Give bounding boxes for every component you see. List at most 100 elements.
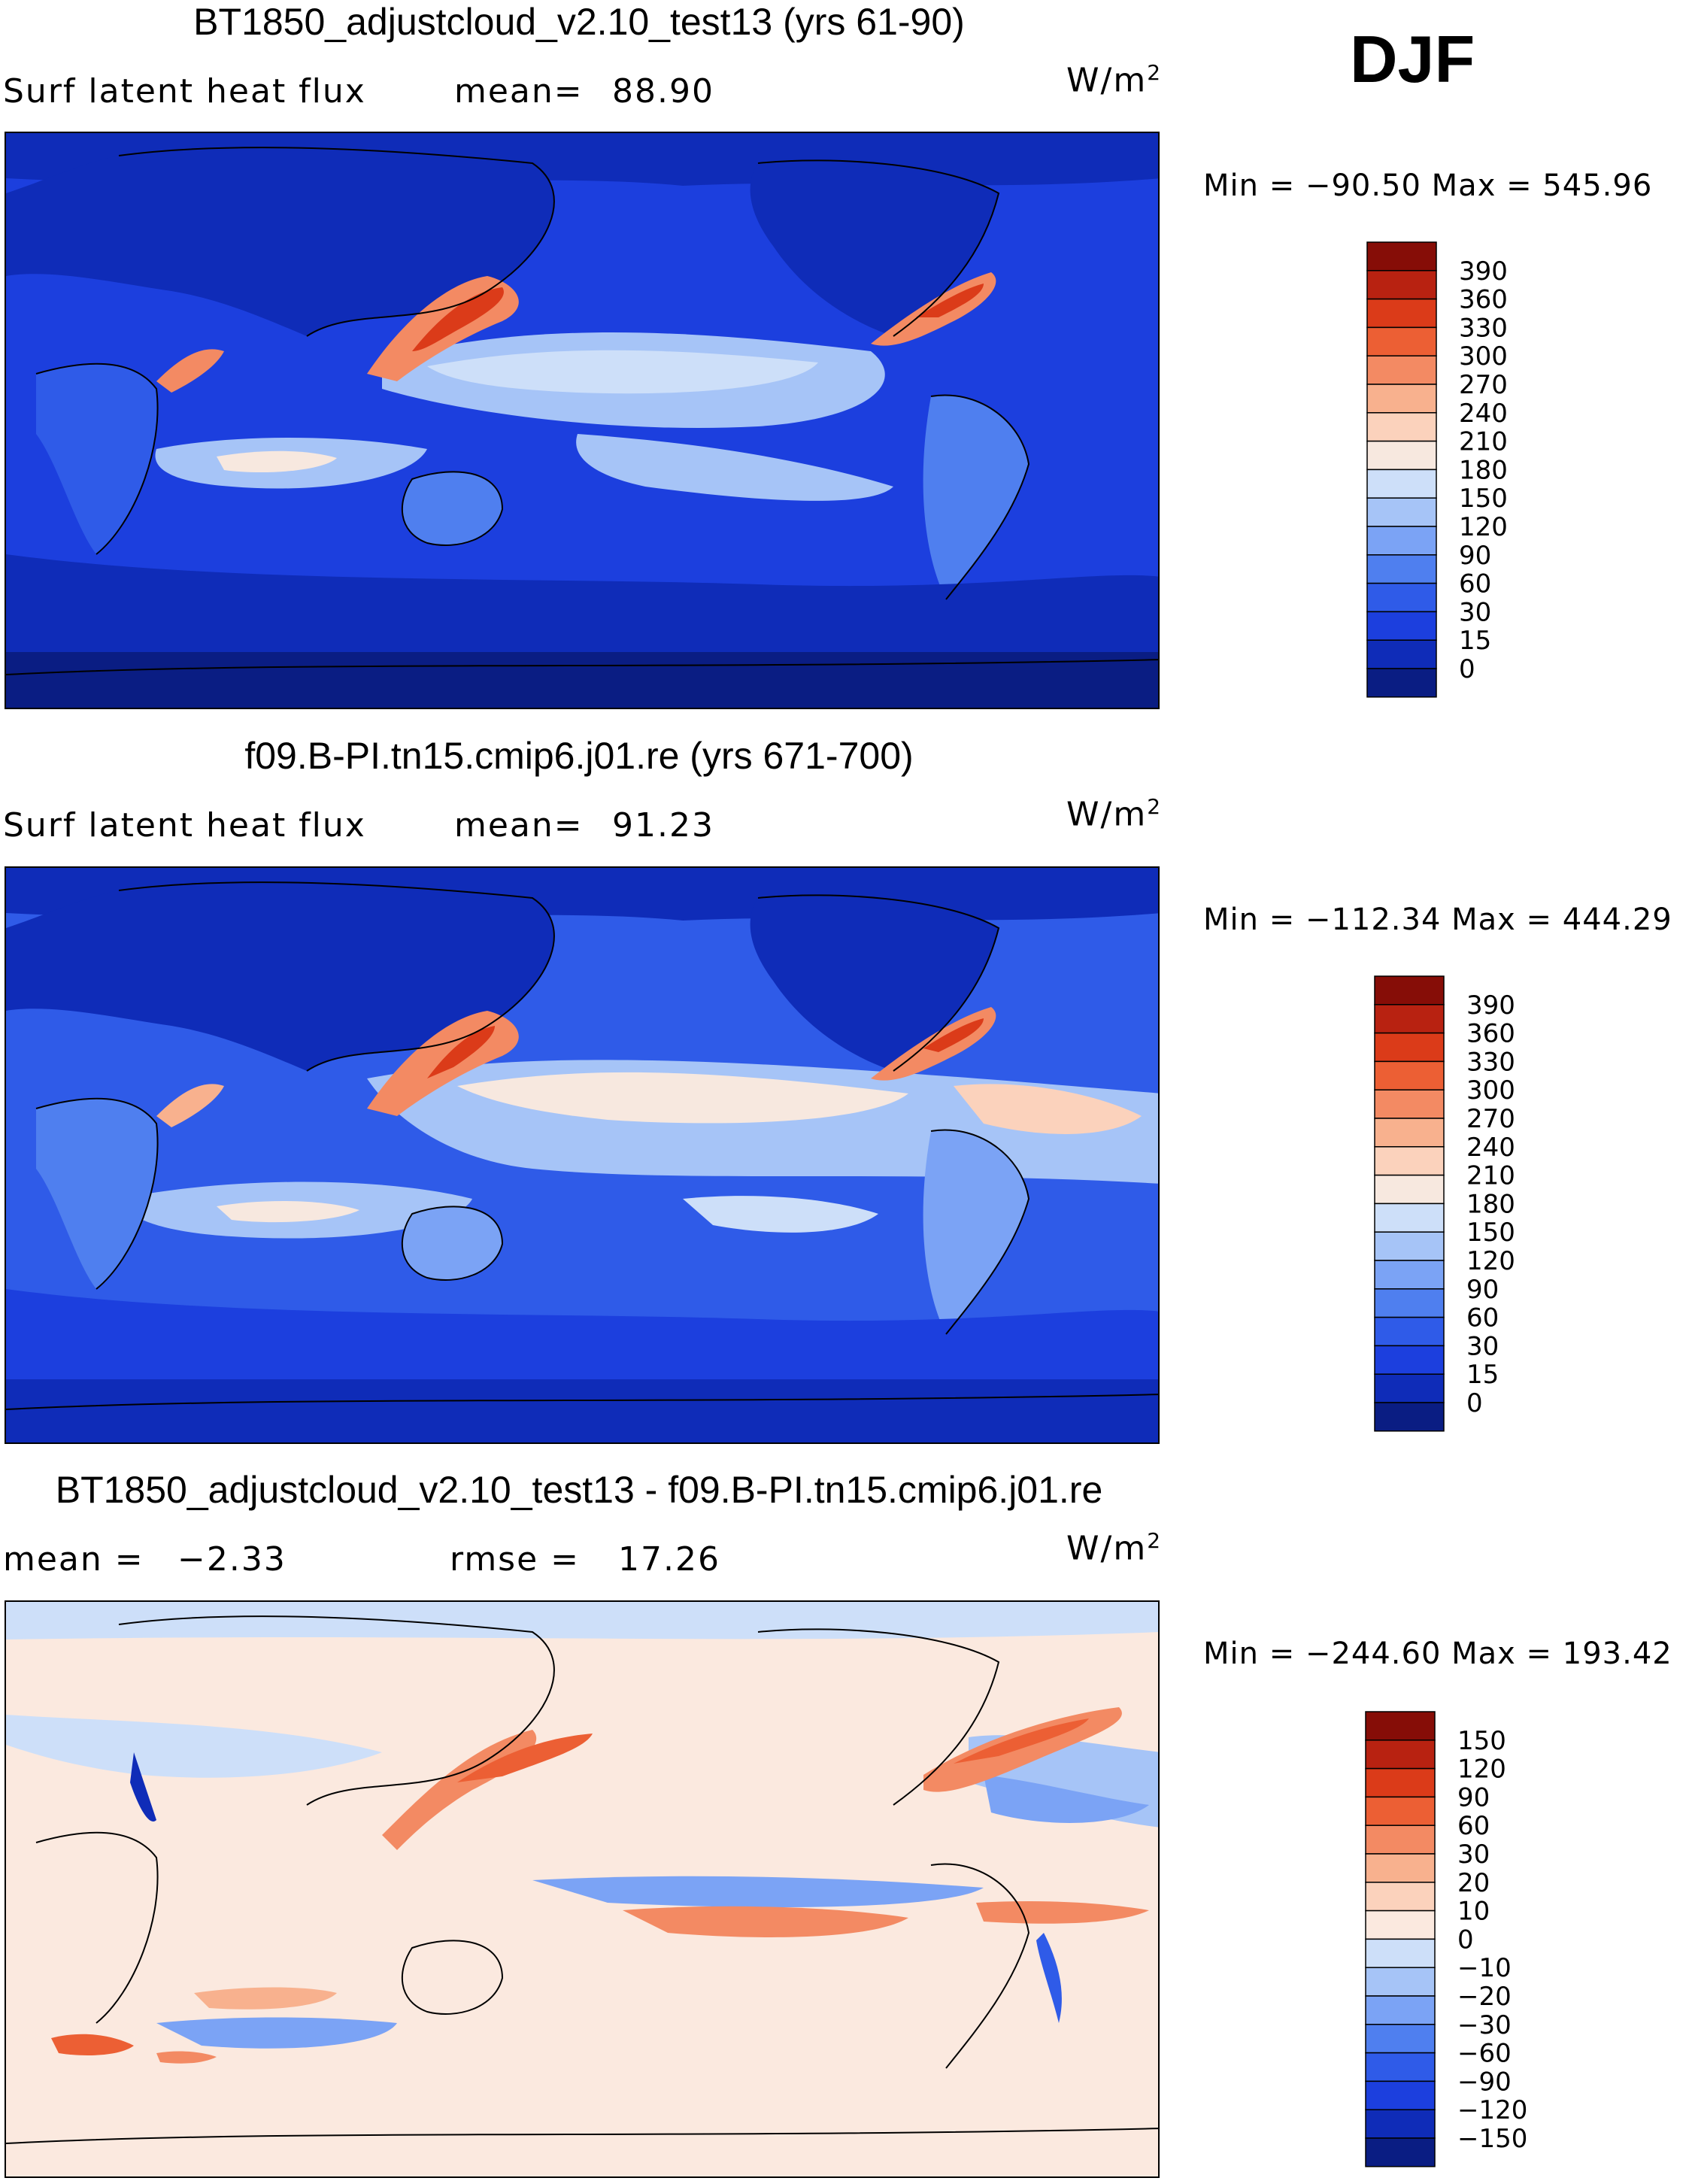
colorbar-tick-label: 270 (1466, 1104, 1515, 1134)
colorbar-box (1365, 2109, 1436, 2139)
colorbar-tick-label: −150 (1457, 2124, 1527, 2154)
panel1-minmax: Min = −90.50 Max = 545.96 (1203, 168, 1653, 203)
colorbar-tick-label: 210 (1459, 427, 1508, 457)
colorbar-box (1374, 1089, 1445, 1119)
colorbar-box (1374, 1316, 1445, 1347)
panel1-colorbar: 390 360 330 300 270 240 210 180 150 120 90 60 30 15 0 (1366, 241, 1593, 701)
panel3-title: BT1850_adjustcloud_v2.10_test13 - f09.B-… (55, 1469, 1103, 1511)
panel1-variable-label: Surf latent heat flux (3, 72, 366, 111)
panel1-title: BT1850_adjustcloud_v2.10_test13 (yrs 61-… (193, 1, 965, 43)
colorbar-box (1366, 526, 1437, 556)
colorbar-box (1374, 1288, 1445, 1318)
colorbar-box (1366, 611, 1437, 641)
colorbar-tick-label: 330 (1466, 1047, 1515, 1077)
panel2-units: W/m2 (1066, 794, 1163, 834)
colorbar-box (1366, 355, 1437, 385)
colorbar-tick-label: 15 (1466, 1360, 1499, 1390)
colorbar-box (1365, 1882, 1436, 1912)
colorbar-tick-label: 360 (1466, 1019, 1515, 1049)
colorbar-box (1374, 1004, 1445, 1034)
colorbar-tick-label: 0 (1466, 1388, 1483, 1418)
colorbar-tick-label: 240 (1459, 399, 1508, 429)
colorbar-box (1366, 440, 1437, 471)
colorbar-box (1374, 1345, 1445, 1375)
panel2-map (5, 866, 1160, 1444)
colorbar-box (1365, 1711, 1436, 1741)
colorbar-tick-label: 150 (1466, 1218, 1515, 1248)
colorbar-box (1365, 2137, 1436, 2167)
panel1-map (5, 132, 1160, 709)
panel3-colorbar: 150 120 90 60 30 20 10 0 −10 −20 −30 −60 −90 −120 −150 (1365, 1711, 1591, 2170)
colorbar-tick-label: 240 (1466, 1133, 1515, 1163)
colorbar-tick-label: 60 (1466, 1303, 1499, 1333)
panel3-mean-label: mean = (3, 1540, 144, 1579)
colorbar-tick-label: 0 (1459, 654, 1475, 684)
colorbar-tick-label: −10 (1457, 1953, 1512, 1983)
colorbar-box (1366, 326, 1437, 356)
colorbar-box (1374, 1032, 1445, 1063)
colorbar-box (1366, 469, 1437, 499)
panel3-mean-value: −2.33 (177, 1540, 287, 1579)
colorbar-box (1365, 1767, 1436, 1798)
colorbar-tick-label: 10 (1457, 1897, 1490, 1927)
panel2-title: f09.B-PI.tn15.cmip6.j01.re (yrs 671-700) (244, 735, 914, 777)
colorbar-tick-label: 300 (1459, 341, 1508, 372)
colorbar-box (1374, 1402, 1445, 1432)
colorbar-tick-label: 360 (1459, 285, 1508, 315)
colorbar-tick-label: 300 (1466, 1075, 1515, 1106)
colorbar-box (1366, 298, 1437, 329)
colorbar-box (1366, 639, 1437, 669)
colorbar-tick-label: 60 (1459, 569, 1491, 599)
panel2-variable-label: Surf latent heat flux (3, 806, 366, 845)
panel2-mean-label: mean= (454, 806, 584, 845)
colorbar-box (1374, 1231, 1445, 1261)
colorbar-box (1366, 582, 1437, 613)
colorbar-box (1365, 1853, 1436, 1883)
colorbar-box (1366, 668, 1437, 698)
colorbar-tick-label: 330 (1459, 313, 1508, 343)
colorbar-tick-label: 90 (1457, 1782, 1490, 1812)
colorbar-tick-label: 150 (1457, 1726, 1506, 1756)
panel2-mean-value: 91.23 (612, 806, 714, 845)
colorbar-box (1365, 2080, 1436, 2110)
colorbar-tick-label: 90 (1459, 541, 1491, 571)
colorbar-tick-label: 120 (1466, 1246, 1515, 1276)
panel1-mean-label: mean= (454, 72, 584, 111)
colorbar-tick-label: 210 (1466, 1161, 1515, 1191)
panel3-rmse-label: rmse = (450, 1540, 581, 1579)
panel3-units: W/m2 (1066, 1528, 1163, 1568)
colorbar-tick-label: −30 (1457, 2010, 1512, 2040)
colorbar-tick-label: 390 (1459, 256, 1508, 287)
colorbar-box (1374, 1060, 1445, 1090)
colorbar-box (1374, 1146, 1445, 1176)
panel3-map (5, 1600, 1160, 2178)
colorbar-box (1365, 1995, 1436, 2025)
colorbar-box (1365, 1909, 1436, 1940)
colorbar-tick-label: −60 (1457, 2039, 1512, 2069)
colorbar-tick-label: 30 (1457, 1840, 1490, 1870)
colorbar-box (1374, 1174, 1445, 1205)
colorbar-box (1365, 1796, 1436, 1826)
colorbar-box (1366, 270, 1437, 300)
colorbar-box (1374, 975, 1445, 1006)
colorbar-tick-label: 20 (1457, 1868, 1490, 1898)
panel1-mean-value: 88.90 (612, 72, 714, 111)
panel1-map-svg (6, 133, 1158, 708)
colorbar-box (1365, 1967, 1436, 1997)
colorbar-box (1366, 412, 1437, 442)
panel2-map-svg (6, 868, 1158, 1442)
colorbar-box (1366, 497, 1437, 527)
colorbar-tick-label: 180 (1466, 1189, 1515, 1219)
colorbar-tick-label: 90 (1466, 1275, 1499, 1305)
colorbar-box (1365, 1938, 1436, 1968)
colorbar-box (1366, 384, 1437, 414)
panel3-rmse-value: 17.26 (618, 1540, 720, 1579)
colorbar-box (1365, 2024, 1436, 2054)
colorbar-tick-label: 15 (1459, 626, 1491, 656)
season-label: DJF (1350, 22, 1475, 96)
colorbar-tick-label: 270 (1459, 370, 1508, 400)
colorbar-tick-label: 30 (1466, 1331, 1499, 1361)
colorbar-box (1366, 554, 1437, 584)
